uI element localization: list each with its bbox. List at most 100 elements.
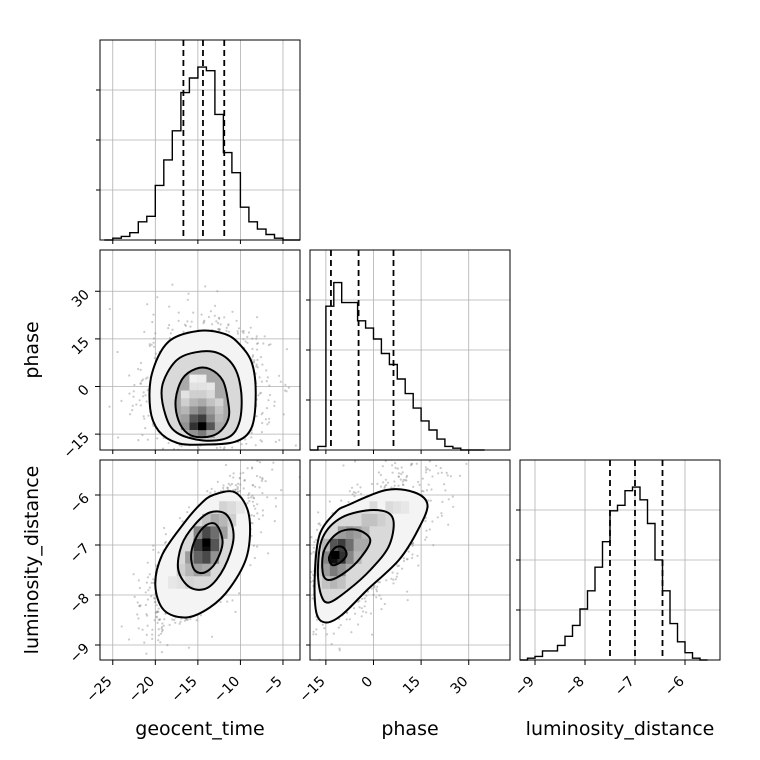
density-cell [337,526,346,539]
scatter-point [191,464,193,466]
scatter-point [441,500,444,503]
scatter-point [437,472,440,475]
scatter-point [207,315,210,319]
scatter-point [252,504,255,507]
scatter-point [153,597,156,600]
scatter-point [208,471,210,473]
scatter-point [358,599,361,603]
scatter-point [136,601,139,604]
contour-line-3 [148,329,257,446]
density-cell [189,430,198,439]
scatter-point [210,487,213,490]
scatter-point [405,476,408,479]
scatter-point [209,491,212,494]
scatter-point [307,612,309,614]
scatter-point [254,485,257,488]
contour-line-2 [321,528,372,582]
scatter-point [307,441,309,443]
scatter-point [425,529,428,532]
scatter-point [243,479,246,482]
scatter-point [301,610,303,612]
scatter-point [116,350,119,354]
scatter-point [213,314,216,317]
scatter-point [346,611,349,615]
x-tick-label: −10 [211,674,243,706]
scatter-point [231,310,234,313]
scatter-point [244,340,247,343]
joint-panel-geocent_time-phase [100,250,309,473]
scatter-point [316,618,319,621]
scatter-point [424,538,427,541]
scatter-point [237,327,241,330]
scatter-point [265,407,269,410]
scatter-point [380,597,383,601]
scatter-point [363,597,366,600]
scatter-point [411,556,414,560]
density-cell [236,501,245,514]
scatter-point [439,466,442,470]
scatter-point [168,336,171,340]
scatter-point [146,576,150,579]
scatter-point [350,631,353,634]
scatter-point [218,317,221,320]
scatter-point [209,450,211,452]
density-cell [401,501,410,514]
scatter-point [132,573,135,576]
scatter-point [354,612,357,615]
scatter-point [224,463,228,467]
scatter-point [285,622,287,624]
scatter-point [441,407,443,409]
scatter-point [259,439,262,442]
scatter-point [369,612,372,615]
scatter-point [151,628,154,631]
scatter-point [177,319,180,322]
scatter-point [225,326,228,329]
scatter-point [315,538,318,542]
scatter-point [264,418,267,421]
scatter-point [148,343,151,346]
density-cell [210,538,220,552]
scatter-point [264,606,266,608]
contour-line-4 [313,488,429,624]
scatter-point [273,400,276,403]
scatter-point [195,619,198,622]
scatter-point [254,444,257,447]
scatter-point [375,590,378,593]
scatter-point [332,632,335,635]
scatter-point [278,374,281,377]
density-cell [197,390,207,399]
scatter-point [172,466,174,468]
scatter-point [155,604,158,607]
joint-panel-phase-luminosity_distance [264,407,510,660]
scatter-point [253,514,256,518]
scatter-point [268,393,272,397]
scatter-point [266,623,268,625]
scatter-point [307,604,309,606]
scatter-point [146,303,149,306]
scatter-point [236,487,239,490]
scatter-point [142,415,145,418]
x-tick-label: −6 [662,673,688,699]
scatter-point [181,520,184,523]
scatter-point [301,607,303,609]
scatter-point [288,639,290,641]
scatter-point [178,517,181,520]
scatter-point [161,629,164,632]
scatter-point [297,564,299,566]
scatter-point [171,283,174,286]
scatter-point [303,557,305,559]
scatter-point [154,601,157,604]
scatter-point [227,323,230,326]
scatter-point [235,456,237,458]
scatter-point [294,577,296,579]
density-cell [214,422,224,431]
scatter-point [108,405,111,408]
scatter-point [240,443,243,446]
scatter-point [251,494,254,497]
scatter-point [409,464,413,467]
scatter-point [295,578,297,580]
scatter-point [430,455,432,457]
scatter-point [211,635,214,638]
scatter-point [401,480,404,483]
